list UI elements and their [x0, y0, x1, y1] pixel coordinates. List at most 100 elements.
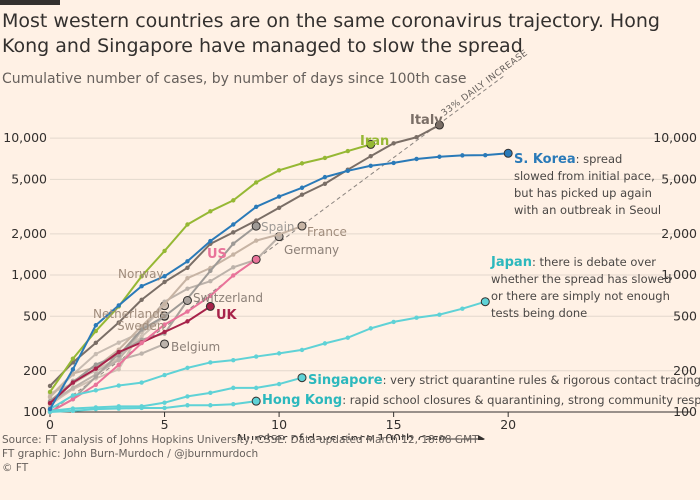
label-japan: Japan: there is debate over — [490, 255, 656, 270]
annotation-s-korea-line-4: with an outbreak in Seoul — [514, 203, 661, 217]
y-tick-left-1000: 1,000 — [11, 267, 47, 282]
point-japan-day-2 — [93, 388, 99, 393]
annotation-s-korea-line-1: : spread — [576, 152, 623, 166]
point-us-day-4 — [139, 340, 144, 346]
point-uk-day-0 — [47, 400, 53, 406]
point-italy-day-0 — [47, 383, 53, 389]
point-s-korea-day-11 — [299, 185, 305, 190]
annotation-japan-line-3: or there are simply not enough — [491, 289, 670, 303]
source-note: Source: FT analysis of Johns Hopkins Uni… — [2, 434, 479, 446]
point-spain-day-2 — [93, 362, 99, 367]
point-japan-day-12 — [322, 341, 328, 346]
annotation-hong-kong-line-1: : rapid school closures & quarantining, … — [342, 393, 700, 407]
chart-title: Most western countries are on the same c… — [2, 10, 660, 57]
y-tick-left-10000: 10,000 — [3, 130, 47, 145]
point-italy-day-2 — [93, 340, 99, 346]
point-s-korea-day-17 — [437, 154, 442, 159]
series-iran — [47, 139, 376, 395]
point-netherlands-day-3 — [116, 340, 121, 345]
x-axis-label: Number of days since 100th case — [237, 431, 447, 440]
label-name-japan: Japan — [490, 255, 532, 270]
point-iran-day-8 — [231, 198, 236, 203]
end-marker-japan — [480, 297, 490, 307]
label-italy: Italy — [410, 113, 443, 128]
point-singapore-day-8 — [231, 385, 236, 391]
end-marker-us — [251, 254, 261, 264]
point-iran-day-1 — [70, 356, 76, 361]
point-france-day-0 — [47, 394, 53, 399]
point-s-korea-day-6 — [185, 259, 190, 264]
y-tick-right-2000: 2,000 — [661, 226, 697, 241]
point-s-korea-day-18 — [460, 153, 465, 158]
point-us-day-2 — [93, 382, 99, 387]
point-japan-day-10 — [276, 351, 282, 356]
chart-subtitle: Cumulative number of cases, by number of… — [2, 71, 467, 87]
series-line-italy — [49, 124, 440, 387]
annotation-singapore-line-1: : very strict quarantine rules & rigorou… — [383, 373, 700, 387]
point-s-korea-day-4 — [139, 283, 144, 289]
x-tick-20: 20 — [500, 417, 516, 432]
point-s-korea-day-15 — [391, 160, 396, 166]
point-japan-day-6 — [185, 365, 190, 371]
point-italy-day-6 — [185, 265, 190, 270]
point-us-day-6 — [185, 309, 190, 314]
annotation-s-korea-line-3: but has picked up again — [514, 186, 652, 200]
x-tick-15: 15 — [386, 417, 402, 432]
point-japan-day-5 — [162, 372, 167, 378]
point-netherlands-day-2 — [93, 351, 99, 357]
label-france: France — [307, 225, 347, 239]
point-italy-day-4 — [139, 297, 144, 302]
label-singapore: Singapore: very strict quarantine rules … — [308, 373, 700, 388]
annotation-japan-line-1: : there is debate over — [532, 255, 656, 269]
point-italy-day-5 — [162, 279, 167, 285]
point-s-korea-day-13 — [345, 168, 351, 174]
point-s-korea-day-0 — [47, 406, 53, 412]
point-japan-day-13 — [345, 335, 351, 340]
series-line-hong-kong — [49, 400, 257, 413]
end-marker-italy — [434, 120, 444, 130]
point-japan-day-17 — [437, 312, 442, 317]
point-hong-kong-day-5 — [162, 405, 167, 411]
point-france-day-5 — [162, 301, 167, 307]
series-s-korea — [47, 148, 513, 412]
label-norway: Norway — [118, 267, 164, 281]
end-marker-uk — [205, 301, 215, 311]
point-us-day-1 — [70, 397, 76, 402]
point-iran-day-12 — [322, 155, 328, 161]
end-marker-hong-kong — [251, 396, 261, 406]
y-tick-right-10000: 10,000 — [653, 130, 697, 145]
point-s-korea-day-14 — [368, 163, 373, 168]
point-iran-day-9 — [253, 180, 259, 185]
point-germany-day-7 — [208, 278, 213, 284]
label-us: US — [207, 247, 227, 262]
point-s-korea-day-19 — [483, 152, 488, 158]
label-name-s-korea: S. Korea — [514, 152, 576, 167]
point-italy-day-15 — [391, 141, 396, 146]
point-italy-day-10 — [276, 205, 282, 210]
point-iran-day-2 — [93, 328, 99, 334]
x-tick-5: 5 — [161, 417, 169, 432]
reference-line-label: 33% DAILY INCREASE — [440, 48, 530, 118]
point-singapore-day-9 — [253, 385, 259, 391]
label-iran: Iran — [360, 134, 389, 149]
point-spain-day-4 — [139, 327, 144, 332]
y-tick-right-200: 200 — [673, 363, 697, 378]
point-france-day-4 — [139, 324, 144, 329]
y-tick-left-2000: 2,000 — [11, 226, 47, 241]
end-marker-france — [297, 221, 307, 231]
point-japan-day-16 — [414, 315, 419, 320]
point-japan-day-11 — [299, 347, 305, 353]
point-italy-day-14 — [368, 153, 373, 159]
point-japan-day-4 — [139, 380, 144, 385]
point-italy-day-16 — [414, 135, 419, 140]
annotation-s-korea-line-2: slowed from initial pace, — [514, 169, 655, 183]
point-belgium-day-4 — [139, 351, 144, 356]
annotation-japan-line-4: tests being done — [491, 306, 587, 320]
point-s-korea-day-5 — [162, 274, 167, 279]
label-belgium: Belgium — [171, 340, 220, 354]
point-hong-kong-day-6 — [185, 403, 190, 408]
point-s-korea-day-2 — [93, 323, 99, 328]
point-singapore-day-1 — [70, 406, 76, 411]
series-line-uk — [49, 305, 211, 404]
